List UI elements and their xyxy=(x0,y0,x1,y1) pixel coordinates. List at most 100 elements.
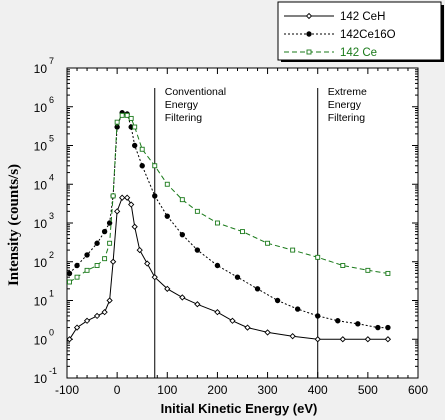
data-point xyxy=(106,220,113,226)
data-point xyxy=(335,318,341,324)
series-layer xyxy=(66,110,392,343)
data-point xyxy=(131,223,138,230)
data-point xyxy=(66,336,73,343)
data-point xyxy=(314,336,321,343)
x-tick-label: 200 xyxy=(207,383,227,397)
data-point xyxy=(83,317,91,324)
data-point xyxy=(139,146,145,152)
legend-label: 142Ce16O xyxy=(340,29,396,41)
y-tick-exponent: 2 xyxy=(49,250,54,260)
legend: 142 CeH 142Ce16O 142 Ce xyxy=(277,1,444,62)
data-point xyxy=(152,163,158,169)
data-point xyxy=(110,193,116,199)
data-point xyxy=(128,115,134,121)
y-tick-label: 10 xyxy=(34,295,48,309)
y-tick-label: 10 xyxy=(34,256,48,270)
data-point xyxy=(214,309,221,316)
x-tick-label: 300 xyxy=(258,383,278,397)
data-point xyxy=(84,267,90,273)
legend-label: 142 CeH xyxy=(340,11,385,23)
data-point xyxy=(164,285,171,292)
data-point xyxy=(144,260,151,267)
data-point xyxy=(315,254,321,260)
data-point xyxy=(364,336,371,343)
y-tick-label: 10 xyxy=(34,178,48,192)
data-point xyxy=(74,262,80,269)
y-tick-exponent: 1 xyxy=(49,289,54,299)
data-point xyxy=(240,229,245,235)
data-point xyxy=(119,112,125,118)
legend-marker xyxy=(306,31,312,37)
x-tick-label: 500 xyxy=(358,383,378,397)
data-point xyxy=(214,220,220,226)
y-tick-exponent: 7 xyxy=(49,56,54,66)
y-tick-exponent: 0 xyxy=(49,327,54,337)
data-point xyxy=(194,247,201,253)
data-point xyxy=(106,297,113,304)
data-point xyxy=(264,329,271,336)
legend-marker xyxy=(305,12,313,20)
data-point xyxy=(102,256,108,262)
data-point xyxy=(294,306,301,312)
plot-area xyxy=(66,67,419,379)
data-point xyxy=(132,124,138,130)
legend-shadow-bottom xyxy=(281,60,444,62)
y-tick-exponent: -1 xyxy=(49,366,57,376)
annotation-lines: ConventionalEnergyFilteringExtremeEnergy… xyxy=(154,86,367,378)
data-point xyxy=(128,201,135,208)
data-point xyxy=(131,142,138,149)
data-point xyxy=(151,274,158,281)
plot-border xyxy=(66,67,419,379)
data-point xyxy=(67,279,72,285)
x-tick-label: -100 xyxy=(55,383,79,397)
data-point xyxy=(164,213,170,219)
data-point xyxy=(152,193,158,199)
data-point xyxy=(107,240,113,246)
x-tick-labels: -100 0 100 200 300 400 500 600 xyxy=(55,383,428,397)
y-tick-label: 10 xyxy=(34,333,48,347)
data-point xyxy=(229,317,236,324)
data-point xyxy=(94,263,100,268)
vertical-line-label: Filtering xyxy=(328,112,366,124)
data-point xyxy=(375,324,381,331)
data-point xyxy=(101,309,108,316)
data-point xyxy=(139,163,145,169)
data-point xyxy=(274,297,281,304)
data-point xyxy=(234,274,241,280)
legend-marker xyxy=(306,49,312,55)
data-point xyxy=(164,181,170,187)
vertical-line-label: Energy xyxy=(328,99,362,111)
legend-shadow xyxy=(441,5,444,62)
data-point xyxy=(214,262,221,269)
y-tick-label: 10 xyxy=(34,62,48,76)
data-point xyxy=(93,312,101,320)
data-point xyxy=(66,270,73,277)
data-point xyxy=(179,294,186,301)
x-axis-title: Initial Kinetic Energy (eV) xyxy=(161,401,318,416)
data-point xyxy=(124,194,131,201)
y-tick-label: 10 xyxy=(34,101,48,115)
vertical-line-label: Conventional xyxy=(165,86,226,98)
y-tick-label: 10 xyxy=(34,140,48,154)
series-3 xyxy=(67,112,391,285)
data-point xyxy=(289,333,296,340)
data-point xyxy=(94,240,100,246)
vertical-line-label: Filtering xyxy=(165,112,203,124)
x-tick-label: 400 xyxy=(308,383,328,397)
data-point xyxy=(194,208,200,214)
data-point xyxy=(84,252,90,258)
legend-label: 142 Ce xyxy=(340,47,377,59)
x-tick-label: 0 xyxy=(114,383,121,397)
y-tick-label: 10 xyxy=(34,372,48,386)
data-point xyxy=(136,246,143,254)
data-point xyxy=(340,263,346,268)
data-point xyxy=(339,336,346,343)
data-point xyxy=(119,194,126,201)
vertical-line-label: Extreme xyxy=(328,86,367,98)
data-point xyxy=(109,258,117,265)
data-point xyxy=(365,267,371,273)
vertical-line-label: Energy xyxy=(165,99,199,111)
data-point xyxy=(73,324,81,331)
